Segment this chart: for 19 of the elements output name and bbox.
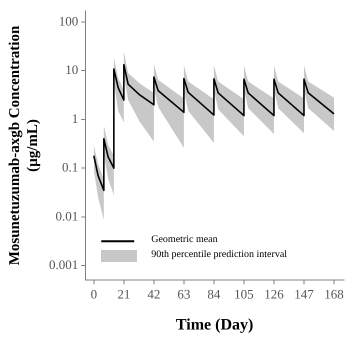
- x-tick-label: 105: [234, 286, 254, 302]
- x-tick-label: 147: [294, 286, 314, 302]
- x-tick-label: 0: [90, 286, 98, 302]
- y-tick-label: 1: [72, 110, 78, 126]
- x-tick-label: 63: [177, 286, 190, 302]
- y-tick-label: 0.01: [56, 208, 78, 224]
- y-tick-label: 100: [58, 13, 78, 28]
- annotation: 90th percentile prediction interval: [151, 248, 288, 260]
- x-axis-title: Time (Day): [176, 316, 254, 334]
- x-tick-label: 168: [324, 286, 344, 302]
- y-tick-label: 0.001: [49, 256, 78, 272]
- x-tick-label: 126: [264, 286, 284, 302]
- y-axis-title: Mosunetuzumab-axgb Concentration (µg/mL): [6, 25, 41, 266]
- x-tick-label: 21: [117, 286, 130, 302]
- legend-label: Geometric mean: [151, 234, 218, 245]
- x-tick-label: 42: [147, 286, 160, 302]
- y-tick-label: 10: [65, 62, 78, 78]
- x-tick-label: 84: [207, 286, 221, 302]
- y-tick-label: 0.1: [62, 160, 78, 175]
